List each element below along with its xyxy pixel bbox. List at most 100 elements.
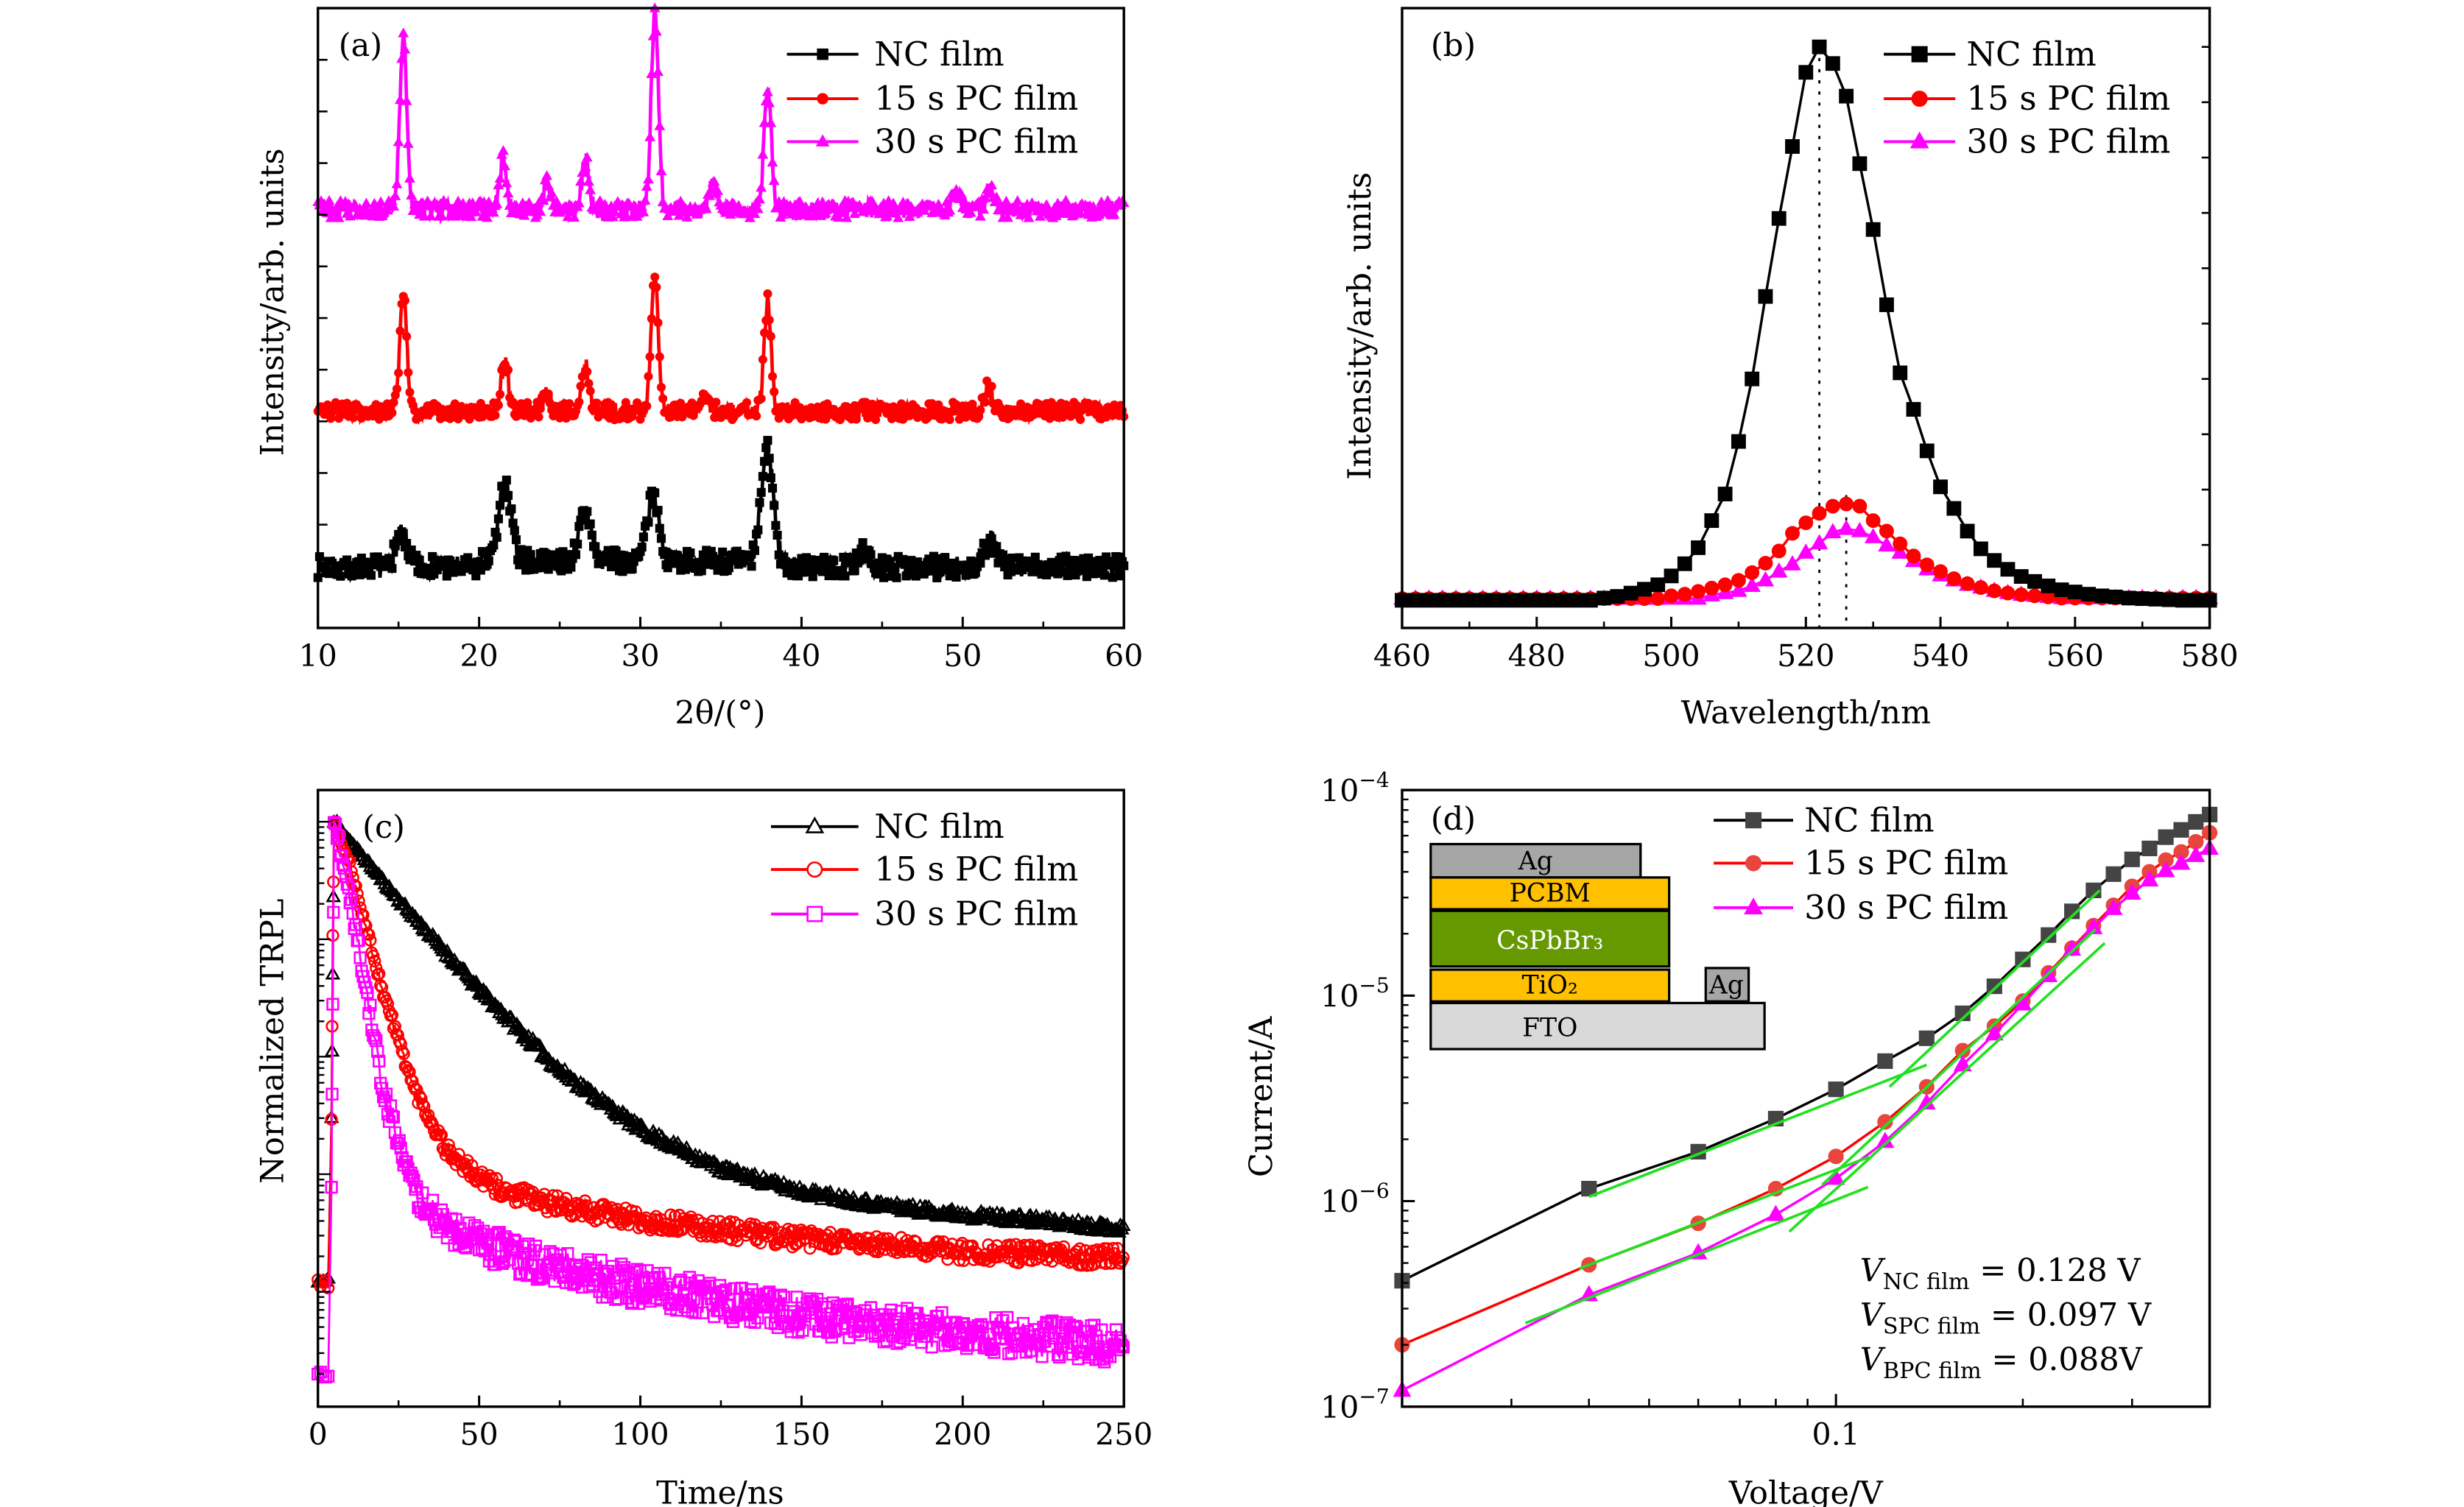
legend-marker-icon: [1909, 131, 1929, 149]
data-point: [762, 86, 773, 96]
data-point: [630, 201, 641, 211]
data-point: [772, 530, 782, 540]
data-point: [990, 191, 1002, 202]
data-point: [1623, 585, 1638, 601]
data-point: [834, 1229, 847, 1243]
data-point: [744, 1315, 757, 1328]
data-point: [934, 400, 943, 409]
data-point: [1973, 580, 1988, 596]
legend-item: 15 s PC film: [1884, 79, 2170, 118]
data-point: [770, 387, 779, 397]
data-point: [492, 532, 501, 542]
legend-marker-icon: [806, 861, 823, 878]
data-point: [1516, 593, 1531, 608]
data-point: [883, 195, 895, 205]
data-point: [715, 1160, 731, 1174]
data-point: [767, 483, 778, 493]
axes: 10 20 30 40 50 60: [299, 58, 1143, 674]
data-point: [850, 566, 859, 576]
data-point: [2186, 845, 2206, 862]
layer-ag-side-label: Ag: [1708, 970, 1744, 1000]
data-point: [639, 194, 651, 205]
data-point: [373, 967, 386, 981]
data-point: [1637, 582, 1652, 597]
legend-marker-icon: [1744, 897, 1763, 914]
panel-label: (d): [1431, 801, 1476, 838]
data-point: [689, 1306, 702, 1319]
data-point: [1906, 548, 1921, 564]
data-point: [1664, 568, 1679, 584]
data-point: [361, 986, 374, 999]
data-point: [587, 1086, 603, 1100]
data-point: [820, 207, 831, 218]
data-point: [508, 398, 518, 407]
data-point: [1946, 501, 1962, 516]
fit-line: [1524, 1185, 1869, 1324]
legend-label: 15 s PC film: [874, 850, 1078, 889]
legend-label: NC film: [1804, 800, 1934, 839]
data-point: [1865, 513, 1881, 529]
data-point: [851, 414, 861, 424]
data-point: [636, 414, 645, 424]
legend: NC film 15 s PC film 30 s PC film: [1884, 35, 2170, 161]
data-point: [658, 394, 668, 403]
data-point: [499, 160, 511, 171]
data-point: [809, 1317, 823, 1331]
data-point: [662, 210, 674, 221]
data-point: [526, 1258, 540, 1271]
data-point: [654, 120, 666, 130]
data-point: [1784, 554, 1801, 571]
data-point: [829, 404, 839, 414]
data-point: [334, 849, 348, 862]
data-point: [442, 1138, 455, 1151]
data-point: [405, 387, 415, 397]
legend-label: 15 s PC film: [1804, 844, 2008, 883]
x-tick-label: 10: [299, 638, 337, 674]
data-point: [592, 398, 602, 408]
y-axis-label: Intensity/arb. units: [1342, 172, 1379, 480]
data-point: [637, 543, 647, 552]
axes: 460 480 500 520 540 560 580: [1373, 46, 2239, 674]
data-point: [1717, 577, 1733, 593]
data-point: [871, 414, 881, 425]
data-point: [352, 894, 365, 908]
legend-marker-icon: [815, 134, 830, 147]
data-point: [1770, 562, 1788, 578]
data-point: [349, 918, 362, 931]
y-axis-label: Normalized TRPL: [254, 899, 291, 1184]
data-point: [764, 97, 775, 107]
data-point: [319, 1274, 332, 1287]
data-point: [1000, 195, 1012, 206]
data-point: [565, 399, 574, 409]
data-point: [580, 160, 591, 172]
y-axis-label: Current/A: [1243, 1016, 1280, 1177]
data-point: [465, 211, 477, 222]
data-point: [539, 174, 551, 185]
data-point: [566, 562, 576, 572]
data-point: [328, 817, 342, 830]
legend-label: NC film: [874, 35, 1004, 74]
data-point: [333, 212, 345, 222]
data-point: [918, 1330, 932, 1343]
data-point: [864, 1301, 878, 1314]
data-point: [398, 27, 409, 38]
y-tick-label: 10−4: [1320, 768, 1390, 808]
data-point: [503, 490, 513, 500]
panel-d-iv: 0.110−710−610−510−4 (d) Voltage/V Curren…: [1243, 768, 2220, 1507]
annotation-v-nc: VNC film = 0.128 V: [1860, 1252, 2141, 1295]
data-point: [352, 934, 365, 947]
data-point: [1704, 580, 1719, 596]
data-point: [1812, 39, 1827, 54]
data-point: [1987, 553, 2002, 568]
data-point: [792, 1326, 805, 1339]
data-point: [644, 372, 653, 381]
data-point: [323, 400, 332, 409]
data-point: [394, 368, 404, 378]
data-point: [1960, 523, 1975, 539]
data-point: [1034, 211, 1046, 221]
data-point: [571, 550, 581, 560]
data-point: [2104, 898, 2123, 915]
data-point: [2054, 582, 2069, 598]
series-nc-film: [1394, 806, 2218, 1289]
data-point: [1691, 584, 1706, 599]
